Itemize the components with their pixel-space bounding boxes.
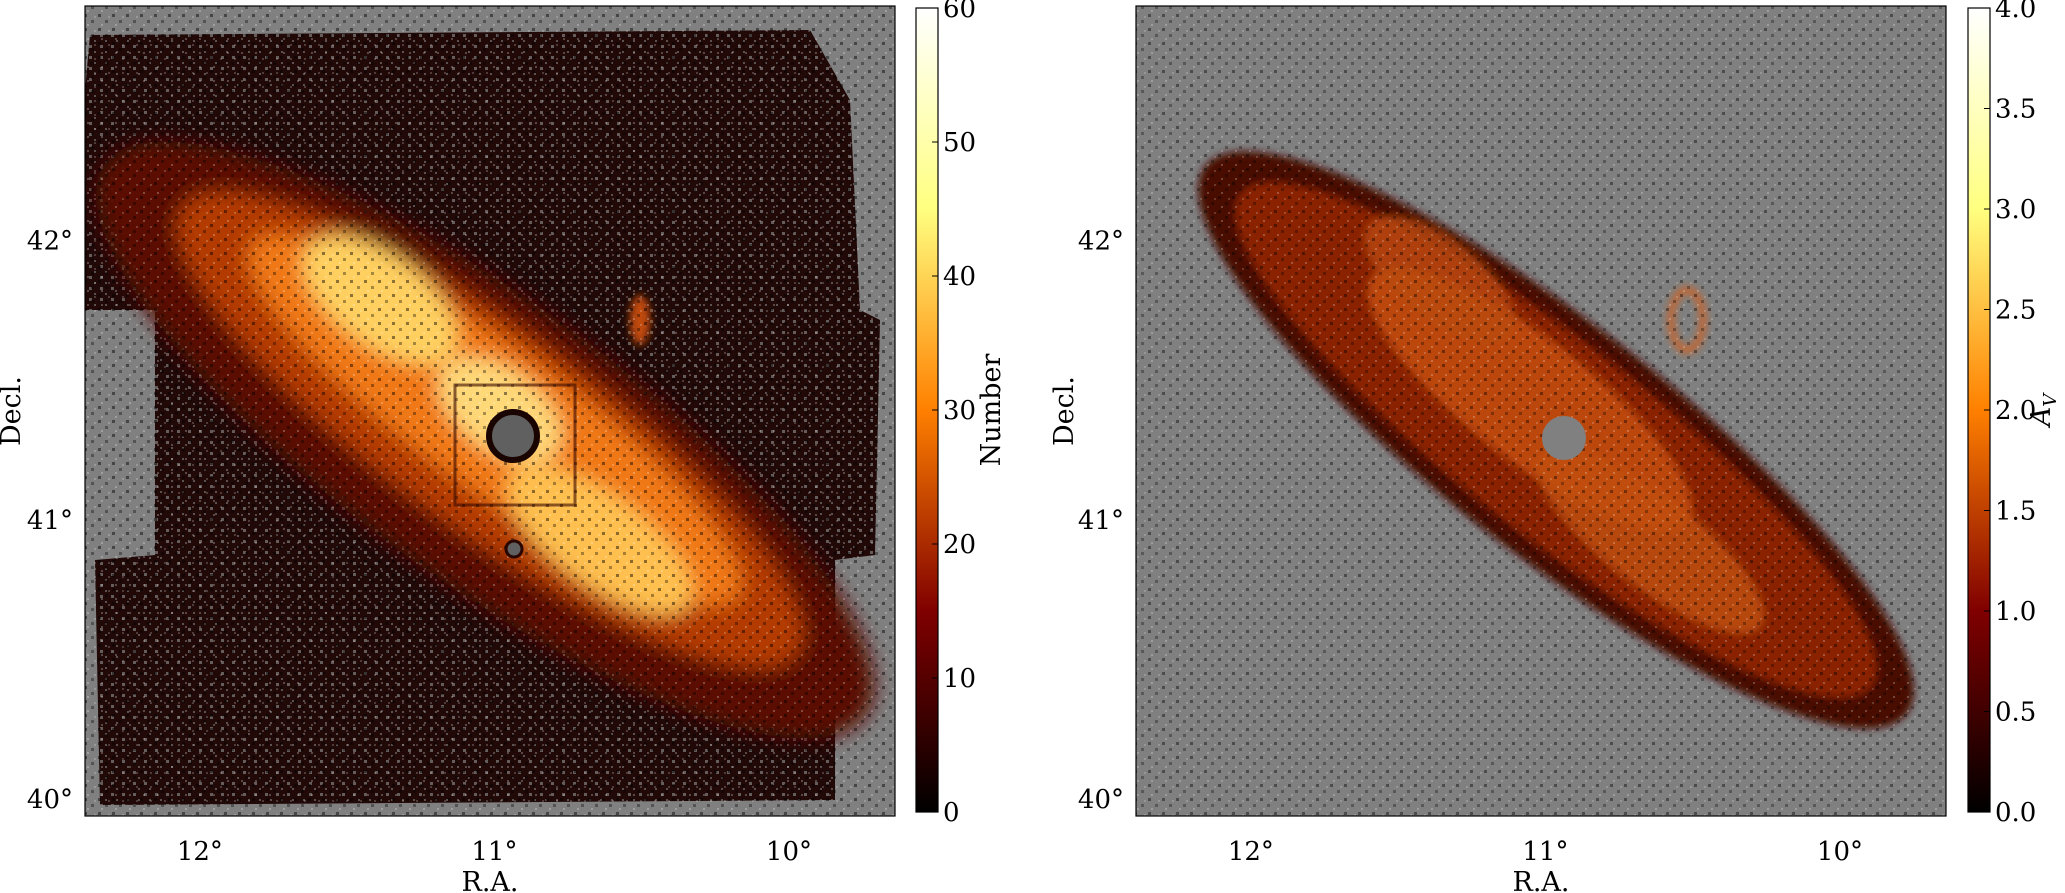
left-density-image	[85, 6, 895, 816]
y-tick-label-R-2: 42°	[1078, 227, 1124, 257]
x-tick-label-R-0: 12°	[1228, 837, 1274, 867]
left-axes-frame	[84, 5, 896, 817]
x-tick-label-L-1: 11°	[471, 837, 517, 867]
colorbar-tick-label-L-3: 30	[943, 396, 976, 426]
colorbar-tick-label-L-0: 0	[943, 798, 960, 828]
colorbar-tick-label-L-5: 50	[943, 128, 976, 158]
y-tick-label-L-2: 42°	[27, 227, 73, 257]
colorbar-tick-label-R-2: 1.0	[1995, 597, 2036, 627]
right-xlabel: R.A.	[1513, 867, 1570, 893]
y-tick-label-L-1: 41°	[27, 506, 73, 536]
colorbar-tick-label-L-1: 10	[943, 664, 976, 694]
left-center-hole	[486, 409, 540, 463]
colorbar-tick-label-L-2: 20	[943, 530, 976, 560]
right-colorbar-ticks: 0.0 0.5 1.0 1.5 2.0 2.5 3.0 3.5 4.0	[1984, 0, 2036, 828]
colorbar-tick-label-R-5: 2.5	[1995, 296, 2036, 326]
left-colorbar-ticks: 0 10 20 30 40 50 60	[932, 0, 976, 828]
colorbar-tick-label-R-6: 3.0	[1995, 195, 2036, 225]
right-center-hole	[1542, 416, 1586, 460]
left-y-ticks: 40° 41° 42°	[27, 227, 73, 816]
left-panel-number-map: 12° 11° 10° 40° 41° 42° R.A. Decl. 0 10 20 30 40…	[0, 0, 1007, 893]
colorbar-tick-label-R-8: 4.0	[1995, 0, 2036, 24]
colorbar-tick-label-R-1: 0.5	[1995, 698, 2036, 728]
left-colorbar-label: Number	[976, 354, 1007, 467]
x-tick-label-L-0: 12°	[177, 837, 223, 867]
x-tick-label-R-1: 11°	[1522, 837, 1568, 867]
x-tick-label-L-2: 10°	[766, 837, 812, 867]
x-tick-label-R-2: 10°	[1817, 837, 1863, 867]
colorbar-tick-label-L-6: 60	[943, 0, 976, 24]
right-axes-frame	[1135, 5, 1947, 817]
right-panel-av-map: 12° 11° 10° 40° 41° 42° R.A. Decl. 0.0 0.5 1.0…	[1049, 0, 2061, 893]
right-x-ticks: 12° 11° 10°	[1228, 837, 1863, 867]
right-colorbar-label: AV	[2026, 392, 2061, 430]
right-ylabel: Decl.	[1049, 376, 1080, 446]
right-colorbar: 0.0 0.5 1.0 1.5 2.0 2.5 3.0 3.5 4.0 AV	[1967, 0, 2061, 828]
right-y-ticks: 40° 41° 42°	[1078, 227, 1124, 816]
left-ylabel: Decl.	[0, 376, 27, 446]
colorbar-tick-label-R-4: 2.0	[1995, 396, 2036, 426]
y-tick-label-R-1: 41°	[1078, 506, 1124, 536]
left-x-ticks: 12° 11° 10°	[177, 837, 812, 867]
left-colorbar: 0 10 20 30 40 50 60 Number	[915, 0, 1007, 828]
colorbar-tick-label-R-3: 1.5	[1995, 497, 2036, 527]
colorbar-tick-label-R-0: 0.0	[1995, 798, 2036, 828]
colorbar-tick-label-L-4: 40	[943, 262, 976, 292]
colorbar-tick-label-R-7: 3.5	[1995, 95, 2036, 125]
y-tick-label-L-0: 40°	[27, 785, 73, 815]
right-extinction-image	[1136, 6, 1946, 816]
y-tick-label-R-0: 40°	[1078, 785, 1124, 815]
left-xlabel: R.A.	[462, 867, 519, 893]
